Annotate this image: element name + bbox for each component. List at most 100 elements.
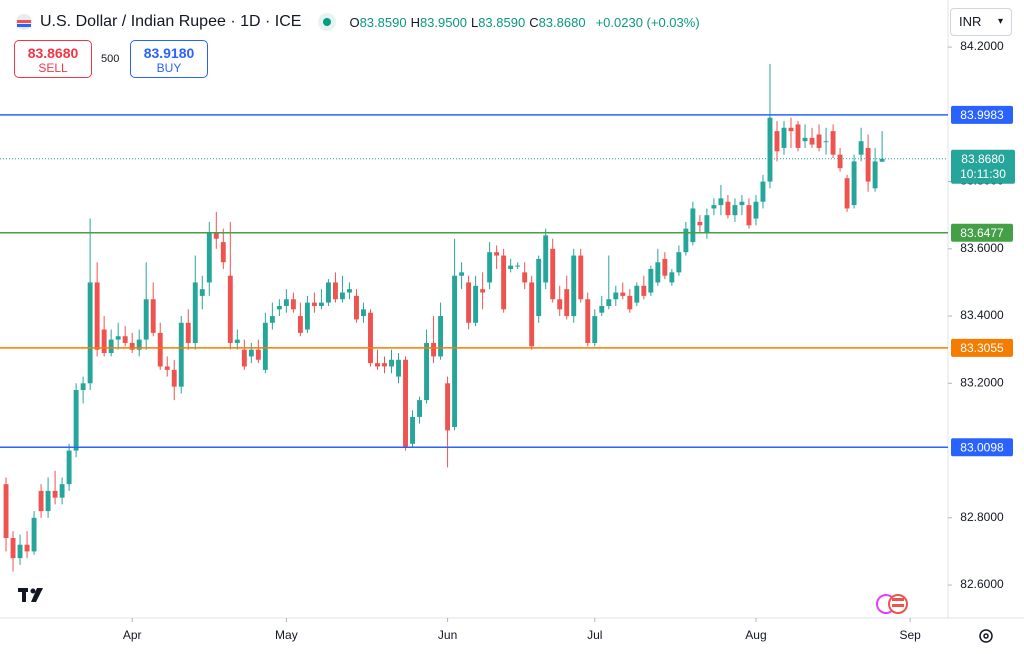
candle-body [760,181,766,202]
candle-body [339,292,345,300]
candle-body [241,349,247,367]
candle-body [417,400,422,417]
level-badge [951,223,1013,242]
candle-body [403,359,408,448]
candle-body [178,322,184,387]
candle-body [662,258,668,276]
x-tick-label: May [275,628,298,642]
level-badge [951,105,1013,124]
sell-price: 83.8680 [27,45,79,61]
candle-body [494,252,500,256]
y-tick-label: 82.6000 [960,577,1004,591]
candle-body [683,228,689,253]
candle-body [192,282,198,343]
candle-body [739,201,745,206]
candle-body [816,134,822,148]
countdown: 10:11:30 [960,167,1006,181]
header: U.S. Dollar / Indian Rupee · 1D · ICE O8… [14,12,700,32]
candle-body [101,329,107,354]
candle-body [823,141,829,143]
candle-body [620,292,626,296]
candle-body [522,272,528,283]
candle-body [276,305,282,310]
sell-label: SELL [38,61,68,75]
candle-body [24,544,30,552]
quantity[interactable]: 500 [101,53,120,65]
x-tick-label: Jul [587,628,602,642]
candle-body [627,295,633,310]
candle-body [802,137,808,142]
candle-body [157,332,163,367]
candle-body [809,137,815,145]
candle-body [213,232,219,239]
ohlc-key: C [529,14,539,30]
candle-body [262,322,268,370]
candle-body [38,490,44,512]
candle-body [3,484,9,538]
flag-icon[interactable] [876,594,908,614]
candle-body [613,292,619,300]
candle-body [655,262,661,283]
candle-body [571,255,577,317]
candle-body [66,450,72,485]
candle-body [290,299,296,310]
y-tick-label: 82.8000 [960,510,1004,524]
candle-body [697,221,703,226]
candle-body [396,359,401,377]
level-badge [951,438,1013,457]
candle-body [143,299,149,340]
candle-body [599,305,605,313]
candle-body [837,154,843,169]
candle-body [354,295,359,320]
last-price-badge [951,149,1015,184]
symbol-icon [16,14,32,30]
buy-label: BUY [156,61,182,75]
candle-body [844,178,850,209]
candle-body [318,302,324,306]
candle-body [774,131,780,152]
currency-select[interactable]: INR ▾ [950,8,1012,36]
ohlc-key: O [349,14,360,30]
sell-button[interactable]: 83.8680 SELL [14,40,92,78]
candle-body [171,369,177,387]
candle-body [410,416,415,444]
candle-body [879,158,885,162]
buy-button[interactable]: 83.9180 BUY [130,40,208,78]
candle-body [606,299,612,306]
candle-body [445,383,451,431]
candle-body [704,215,710,233]
candle-body [220,242,226,263]
settings-icon[interactable] [979,629,993,643]
level-label: 83.3055 [960,341,1004,355]
candle-body [795,124,801,148]
market-status [318,13,337,31]
candle-body [311,302,317,306]
candle-body [466,282,472,323]
candle-body [31,517,37,552]
y-tick-label: 83.4000 [960,308,1004,322]
candle-body [297,316,303,333]
ohlc-legend: O83.8590 H83.9500 L83.8590 C83.8680 [345,15,585,30]
candle-body [431,342,437,357]
candle-body [508,265,514,269]
candle-body [438,316,444,357]
candle-body [108,339,114,354]
candle-body [746,205,752,226]
candle-body [865,147,871,182]
candle-body [585,299,591,343]
candle-body [150,299,156,333]
x-tick-label: Aug [745,628,766,642]
candle-body [781,127,787,148]
candle-body [164,366,170,370]
candle-body [17,544,23,559]
candle-body [129,342,135,350]
candle-body [459,272,465,276]
candle-body [753,201,759,219]
candle-body [283,299,289,306]
currency: INR [959,14,982,29]
ohlc-value: 83.9500 [419,14,467,30]
candle-body [501,255,507,310]
y-tick-label: 83.2000 [960,375,1004,389]
candle-body [94,282,100,350]
